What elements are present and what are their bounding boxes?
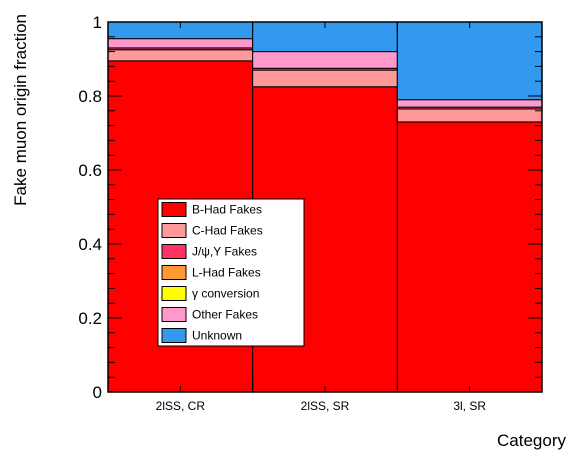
x-category-label: 2lSS, SR (301, 399, 350, 413)
bar-segment-b-had-fakes-3 (396, 121, 543, 393)
bar-segment-c-had-fakes-3 (396, 108, 543, 123)
y-tick-label: 0.4 (78, 235, 102, 254)
x-axis-title: Category (497, 431, 566, 450)
bar-segment-other-fakes-1 (107, 38, 254, 49)
legend-swatch (161, 286, 187, 301)
legend-swatch (161, 223, 187, 238)
y-tick-label: 0.6 (78, 161, 102, 180)
legend-swatch (161, 328, 187, 343)
legend-swatch (161, 307, 187, 322)
legend-label: Unknown (192, 329, 242, 343)
legend-label: J/ψ,Υ Fakes (192, 245, 257, 259)
legend-swatch (161, 244, 187, 259)
bar-segment-c-had-fakes-2 (252, 69, 398, 88)
legend-label: Other Fakes (192, 308, 258, 322)
legend-swatch (161, 202, 187, 217)
legend-label: C-Had Fakes (192, 224, 263, 238)
legend-label: B-Had Fakes (192, 203, 262, 217)
x-category-label: 3l, SR (453, 399, 486, 413)
bar-segment-other-fakes-2 (252, 51, 398, 69)
y-axis-title: Fake muon origin fraction (11, 14, 30, 206)
y-tick-label: 0.8 (78, 87, 102, 106)
x-category-label: 2lSS, CR (156, 399, 206, 413)
y-tick-label: 1 (93, 13, 102, 32)
y-tick-label: 0 (93, 383, 102, 402)
bar-segment-c-had-fakes-1 (107, 49, 254, 62)
y-tick-label: 0.2 (78, 309, 102, 328)
legend: B-Had Fakes C-Had Fakes J/ψ,Υ Fakes L-Had F… (157, 198, 305, 347)
x-ticks: 2lSS, CR 2lSS, SR 3l, SR (156, 22, 486, 413)
legend-swatch (161, 265, 187, 280)
bar-segment-unknown-3 (396, 21, 543, 101)
legend-label: L-Had Fakes (192, 266, 261, 280)
y-ticks: 0 0.2 0.4 0.6 0.8 1 (78, 13, 542, 402)
legend-label: γ conversion (192, 287, 259, 301)
bar-segment-other-fakes-3 (396, 99, 543, 108)
